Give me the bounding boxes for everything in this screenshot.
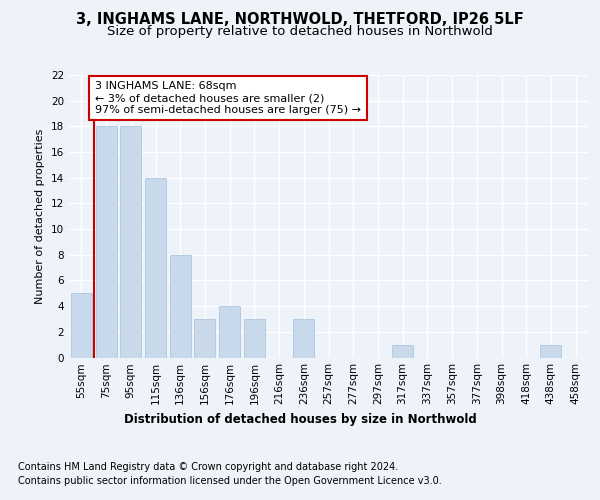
Text: Contains HM Land Registry data © Crown copyright and database right 2024.: Contains HM Land Registry data © Crown c…: [18, 462, 398, 472]
Bar: [170, 255, 191, 358]
Bar: [95, 126, 116, 358]
Bar: [145, 178, 166, 358]
Bar: [293, 319, 314, 358]
Bar: [71, 294, 92, 358]
Bar: [541, 344, 562, 358]
Bar: [194, 319, 215, 358]
Text: Distribution of detached houses by size in Northwold: Distribution of detached houses by size …: [124, 412, 476, 426]
Text: Size of property relative to detached houses in Northwold: Size of property relative to detached ho…: [107, 25, 493, 38]
Bar: [219, 306, 240, 358]
Text: 3, INGHAMS LANE, NORTHWOLD, THETFORD, IP26 5LF: 3, INGHAMS LANE, NORTHWOLD, THETFORD, IP…: [76, 12, 524, 28]
Bar: [392, 344, 413, 358]
Y-axis label: Number of detached properties: Number of detached properties: [35, 128, 46, 304]
Text: Contains public sector information licensed under the Open Government Licence v3: Contains public sector information licen…: [18, 476, 442, 486]
Text: 3 INGHAMS LANE: 68sqm
← 3% of detached houses are smaller (2)
97% of semi-detach: 3 INGHAMS LANE: 68sqm ← 3% of detached h…: [95, 82, 361, 114]
Bar: [244, 319, 265, 358]
Bar: [120, 126, 141, 358]
